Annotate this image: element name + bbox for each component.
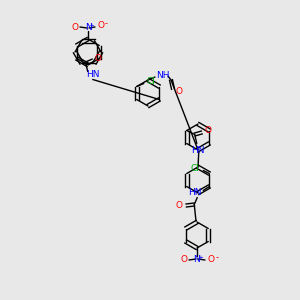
Text: O: O: [181, 256, 188, 265]
Text: +: +: [198, 254, 203, 260]
Text: NH: NH: [156, 70, 170, 80]
Text: -: -: [215, 254, 218, 262]
Text: Cl: Cl: [191, 164, 200, 173]
Text: -: -: [104, 20, 107, 28]
Text: O: O: [98, 22, 104, 31]
Text: O: O: [208, 256, 214, 265]
Text: O: O: [94, 54, 101, 63]
Text: HN: HN: [191, 146, 205, 155]
Text: N: N: [85, 23, 92, 32]
Text: O: O: [176, 201, 183, 210]
Text: HN: HN: [188, 188, 202, 197]
Text: Cl: Cl: [146, 77, 155, 86]
Text: +: +: [88, 23, 94, 29]
Text: N: N: [194, 254, 200, 263]
Text: O: O: [176, 88, 182, 97]
Text: O: O: [204, 126, 211, 135]
Text: O: O: [71, 22, 79, 32]
Text: HN: HN: [86, 70, 100, 79]
